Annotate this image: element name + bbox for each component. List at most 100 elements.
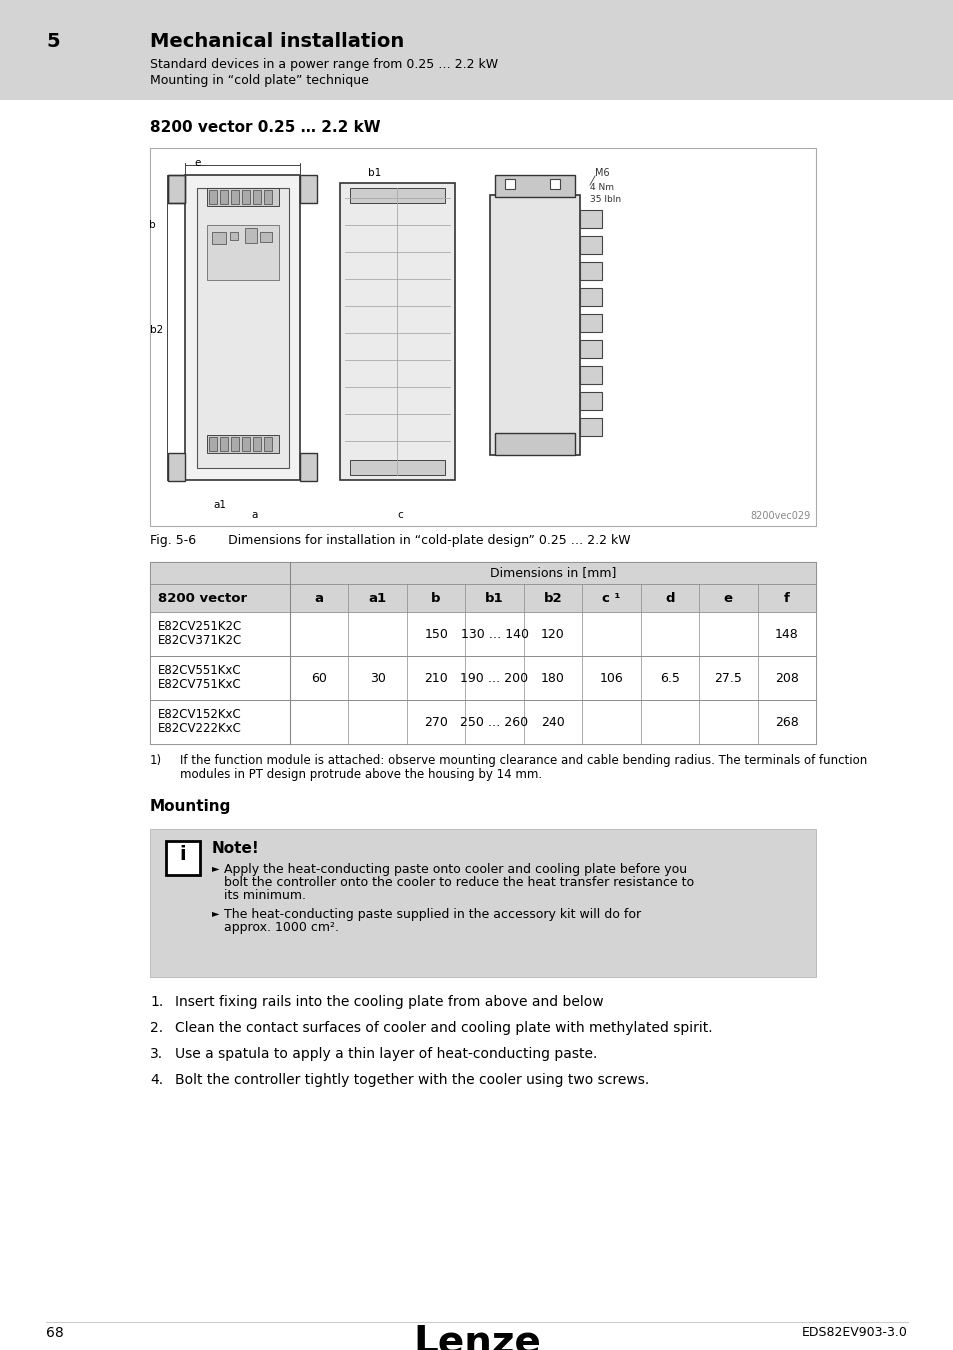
Text: ►: ► [212,863,219,873]
Text: E82CV152KxC: E82CV152KxC [158,707,241,721]
Text: 8200 vector 0.25 … 2.2 kW: 8200 vector 0.25 … 2.2 kW [150,120,380,135]
Text: 30: 30 [370,671,385,684]
Text: Lenze: Lenze [413,1324,540,1350]
Text: 8200 vector: 8200 vector [158,591,247,605]
Text: 270: 270 [424,716,448,729]
Bar [168,454,185,481]
Bar [230,232,237,240]
Bar [220,437,228,451]
Bar [150,562,815,585]
Bar [350,188,444,202]
Text: 268: 268 [774,716,798,729]
Bar [579,366,601,383]
Text: Dimensions in [mm]: Dimensions in [mm] [489,567,616,579]
Text: Apply the heat-conducting paste onto cooler and cooling plate before you: Apply the heat-conducting paste onto coo… [224,863,686,876]
Text: M6: M6 [595,167,609,178]
Bar [579,262,601,279]
Text: b2: b2 [543,591,561,605]
Text: approx. 1000 cm².: approx. 1000 cm². [224,921,338,934]
Bar [166,841,200,875]
Text: Clean the contact surfaces of cooler and cooling plate with methylated spirit.: Clean the contact surfaces of cooler and… [174,1021,712,1035]
Text: 8200vec029: 8200vec029 [750,512,810,521]
Bar [185,176,299,481]
Bar [150,562,815,744]
Bar [579,340,601,358]
Text: Mounting in “cold plate” technique: Mounting in “cold plate” technique [150,74,369,86]
Text: Bolt the controller tightly together with the cooler using two screws.: Bolt the controller tightly together wit… [174,1073,649,1087]
Text: a: a [314,591,323,605]
Text: i: i [179,845,186,864]
Bar [231,437,239,451]
Text: b: b [149,220,155,230]
Text: E82CV751KxC: E82CV751KxC [158,678,241,691]
Text: Insert fixing rails into the cooling plate from above and below: Insert fixing rails into the cooling pla… [174,995,603,1008]
Text: a1: a1 [368,591,386,605]
Bar [150,829,815,977]
Bar [168,176,185,202]
Text: 3.: 3. [150,1048,163,1061]
Text: 1): 1) [150,755,162,767]
Text: Mechanical installation: Mechanical installation [150,32,404,51]
Bar [495,433,575,455]
Bar [495,176,575,197]
Bar [550,180,559,189]
Bar [212,232,226,244]
Bar [299,454,316,481]
Text: a: a [252,510,258,520]
Bar [490,194,579,455]
Bar [579,236,601,254]
Text: E82CV251K2C: E82CV251K2C [158,620,242,633]
Bar [220,190,228,204]
Text: 27.5: 27.5 [714,671,741,684]
Text: c: c [396,510,402,520]
Text: b1: b1 [485,591,503,605]
Bar [350,460,444,475]
Bar [0,0,953,100]
Text: 240: 240 [540,716,564,729]
Bar [150,701,815,744]
Text: bolt the controller onto the cooler to reduce the heat transfer resistance to: bolt the controller onto the cooler to r… [224,876,694,890]
Bar [209,190,216,204]
Text: The heat-conducting paste supplied in the accessory kit will do for: The heat-conducting paste supplied in th… [224,909,640,921]
Bar [339,184,455,481]
Bar [150,585,815,612]
Text: If the function module is attached: observe mounting clearance and cable bending: If the function module is attached: obse… [180,755,866,767]
Bar [579,418,601,436]
Text: 4.: 4. [150,1073,163,1087]
Text: modules in PT design protrude above the housing by 14 mm.: modules in PT design protrude above the … [180,768,541,782]
Text: 130 … 140: 130 … 140 [460,628,528,640]
Text: 180: 180 [540,671,564,684]
Bar [579,288,601,306]
Text: 250 … 260: 250 … 260 [460,716,528,729]
Text: Fig. 5-6        Dimensions for installation in “cold-plate design” 0.25 … 2.2 kW: Fig. 5-6 Dimensions for installation in … [150,535,630,547]
Text: 210: 210 [424,671,448,684]
Bar [504,180,515,189]
Bar [242,437,250,451]
Bar [260,232,272,242]
Bar [253,437,261,451]
Bar [209,437,216,451]
Text: 4 Nm: 4 Nm [589,184,614,192]
Text: 150: 150 [424,628,448,640]
Bar [150,656,815,701]
Bar [207,225,278,279]
Text: Note!: Note! [212,841,259,856]
Text: b1: b1 [368,167,381,178]
Text: 60: 60 [311,671,327,684]
Text: Standard devices in a power range from 0.25 … 2.2 kW: Standard devices in a power range from 0… [150,58,497,72]
Bar [196,188,289,468]
Text: b: b [431,591,440,605]
Text: e: e [194,158,201,167]
Text: 148: 148 [774,628,798,640]
Text: E82CV222KxC: E82CV222KxC [158,722,242,734]
Bar [168,176,185,202]
Text: EDS82EV903-3.0: EDS82EV903-3.0 [801,1326,907,1339]
Text: 68: 68 [46,1326,64,1341]
Text: d: d [664,591,674,605]
Text: a1: a1 [213,500,226,510]
Text: e: e [723,591,732,605]
Text: Use a spatula to apply a thin layer of heat-conducting paste.: Use a spatula to apply a thin layer of h… [174,1048,597,1061]
Bar [579,315,601,332]
Text: 120: 120 [540,628,564,640]
Bar [150,148,815,526]
